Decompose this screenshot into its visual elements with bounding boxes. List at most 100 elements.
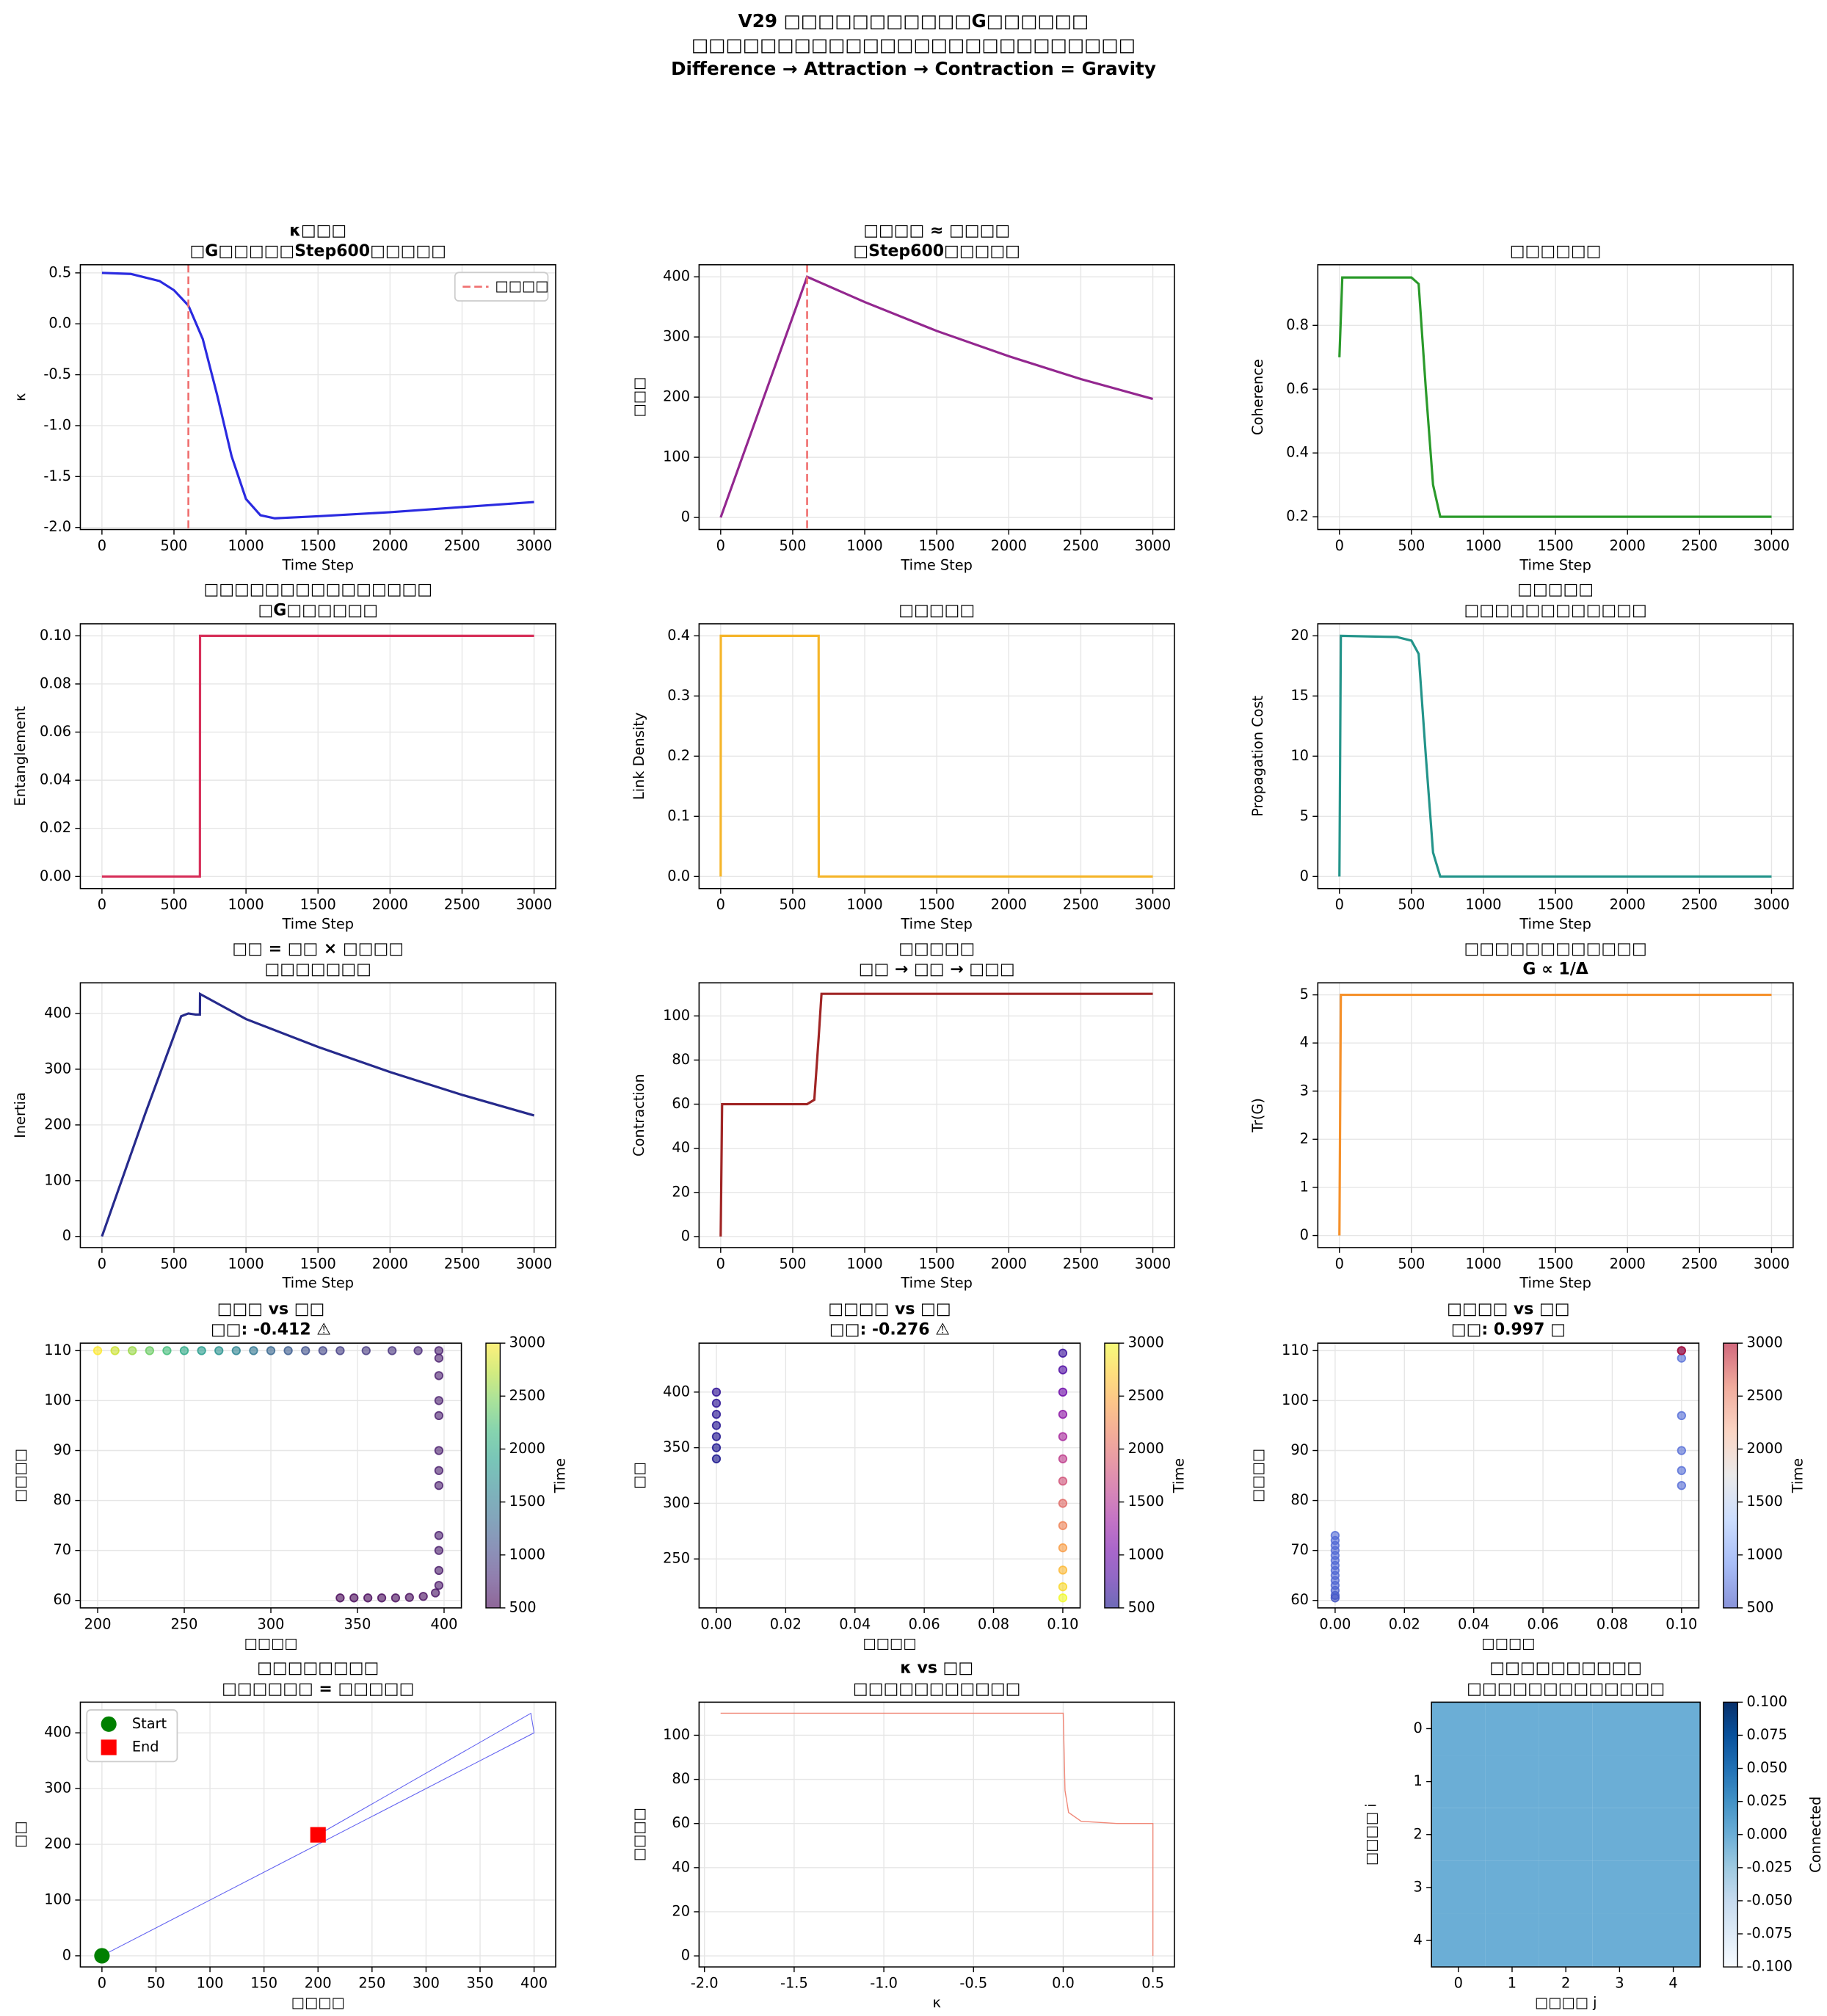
x-axis-label: □□□□ — [862, 1635, 916, 1652]
y-tick-label: 100 — [44, 1391, 71, 1408]
y-tick-label: 300 — [663, 328, 690, 345]
x-tick-label: 0 — [716, 896, 725, 913]
panel-title: □□□□ vs □□ — [828, 1300, 951, 1318]
axes-frame — [1317, 1342, 1700, 1609]
point — [1058, 1565, 1068, 1575]
cell — [1646, 1702, 1701, 1755]
panel-title: □□□□□□□□□□□□ — [1464, 601, 1646, 619]
x-tick-label: 200 — [305, 1975, 332, 1992]
x-tick-label: 0.00 — [1319, 1615, 1351, 1632]
colorbar-tick-label: 2500 — [509, 1387, 545, 1404]
panel: 200 250 300 350 400 60 70 80 90 100 110 □□□ vs □□ □□… — [12, 1300, 569, 1651]
x-tick-label: 0.04 — [839, 1615, 871, 1632]
suptitle: Difference → Attraction → Contraction = … — [671, 58, 1156, 79]
axes-frame — [698, 1701, 1175, 1968]
axes-frame — [1431, 1701, 1701, 1968]
cell — [1485, 1755, 1539, 1808]
colorbar-tick-label: -0.025 — [1747, 1858, 1793, 1875]
y-tick-label: 100 — [44, 1171, 71, 1188]
point — [1058, 1387, 1068, 1397]
point — [1058, 1476, 1068, 1486]
panel: 0 500 1000 1500 2000 2500 3000 0 100 200 300 400 □□ … — [12, 939, 556, 1292]
axes-frame — [698, 623, 1175, 889]
x-axis-label: Time Step — [281, 1275, 354, 1292]
y-tick-label: 2 — [1414, 1825, 1423, 1842]
colorbar-tick-label: 500 — [509, 1598, 537, 1615]
axes-frame — [698, 1342, 1081, 1609]
colorbar-tick-label: 0.075 — [1747, 1726, 1787, 1743]
x-tick-label: 0 — [98, 896, 106, 913]
point — [431, 1588, 440, 1598]
y-axis-label: □□□□ — [12, 1449, 29, 1502]
x-tick-label: 2500 — [444, 537, 480, 554]
x-tick-label: 1000 — [846, 537, 882, 554]
y-tick-label: 0.0 — [667, 867, 690, 884]
cell — [1539, 1755, 1593, 1808]
cell — [1646, 1755, 1701, 1808]
y-tick-label: 0 — [1300, 1226, 1309, 1243]
line — [101, 272, 534, 520]
y-tick-label: 100 — [663, 448, 690, 465]
y-tick-label: 250 — [663, 1550, 690, 1567]
y-tick-label: 60 — [672, 1814, 690, 1831]
y-tick-label: 0 — [1414, 1720, 1423, 1736]
axes-frame — [79, 623, 556, 889]
panel-title: □□□□□□□□□□□□ — [1464, 939, 1646, 958]
x-tick-label: -1.0 — [870, 1975, 898, 1992]
cell — [1592, 1808, 1646, 1861]
point — [413, 1346, 423, 1355]
panel-title: □□□□□□ = □□□□□ — [222, 1680, 414, 1698]
panel: 0 500 1000 1500 2000 2500 3000 0.2 0.4 0.6 0.8 □□□□… — [1249, 242, 1794, 573]
y-tick-label: 400 — [44, 1724, 71, 1741]
x-tick-label: 500 — [161, 1255, 188, 1272]
panel: 0 500 1000 1500 2000 2500 3000 0 1 2 3 4 5 □□□□□□□□□□… — [1249, 939, 1794, 1292]
panel-title: G ∝ 1/Δ — [1522, 961, 1588, 979]
y-axis-label: Link Density — [631, 713, 647, 800]
cell — [1485, 1913, 1539, 1968]
legend-swatch — [101, 1739, 117, 1755]
y-tick-label: 70 — [1290, 1541, 1309, 1558]
panel-title: □□ = □□ × □□□□ — [232, 939, 404, 958]
y-tick-label: 110 — [44, 1342, 71, 1358]
colorbar-tick-label: 2000 — [1128, 1440, 1164, 1457]
x-tick-label: 4 — [1668, 1975, 1677, 1992]
axes-frame — [1317, 263, 1794, 531]
panel-title: □□□□□ — [1517, 581, 1594, 599]
x-tick-label: 2000 — [372, 1255, 408, 1272]
point — [418, 1592, 428, 1601]
panel: 0 500 1000 1500 2000 2500 3000 0.00 0.02 0.04 0.06… — [12, 581, 556, 932]
x-tick-label: 1 — [1508, 1975, 1517, 1992]
point — [434, 1396, 444, 1405]
y-axis-label: Entanglement — [12, 706, 29, 807]
y-tick-label: 0.6 — [1286, 380, 1309, 397]
panel: 0.00 0.02 0.04 0.06 0.08 0.10 60 70 80 90 100 110 □□… — [1249, 1300, 1806, 1651]
panel-title: □G□□□□□Step600□□□□□ — [190, 242, 446, 261]
y-tick-label: 300 — [44, 1780, 71, 1797]
point — [92, 1346, 103, 1355]
x-tick-label: 3000 — [1135, 1255, 1171, 1272]
line — [101, 991, 535, 1237]
point — [434, 1371, 444, 1380]
y-tick-label: 400 — [44, 1004, 71, 1021]
x-tick-label: 0 — [98, 1255, 106, 1272]
point — [711, 1410, 722, 1419]
line — [719, 992, 1153, 1237]
x-axis-label: □□□□ j — [1535, 1994, 1597, 2011]
x-tick-label: 0.02 — [770, 1615, 802, 1632]
x-tick-label: 150 — [250, 1975, 277, 1992]
point — [162, 1346, 172, 1355]
panel: 0 500 1000 1500 2000 2500 300005101520□□□□□□□□… — [1249, 581, 1794, 932]
x-tick-label: 0.10 — [1666, 1615, 1697, 1632]
y-tick-label: 300 — [44, 1060, 71, 1077]
x-tick-label: 1000 — [1465, 1255, 1501, 1272]
x-axis-label: Time Step — [1519, 556, 1591, 573]
point — [711, 1421, 722, 1430]
x-tick-label: 0.08 — [1597, 1615, 1628, 1632]
x-tick-label: 0.0 — [1052, 1975, 1075, 1992]
y-tick-label: 0.2 — [667, 747, 690, 764]
legend-label: □□□□ — [495, 277, 548, 294]
point — [711, 1454, 722, 1463]
point — [1677, 1466, 1687, 1475]
line — [101, 634, 534, 878]
